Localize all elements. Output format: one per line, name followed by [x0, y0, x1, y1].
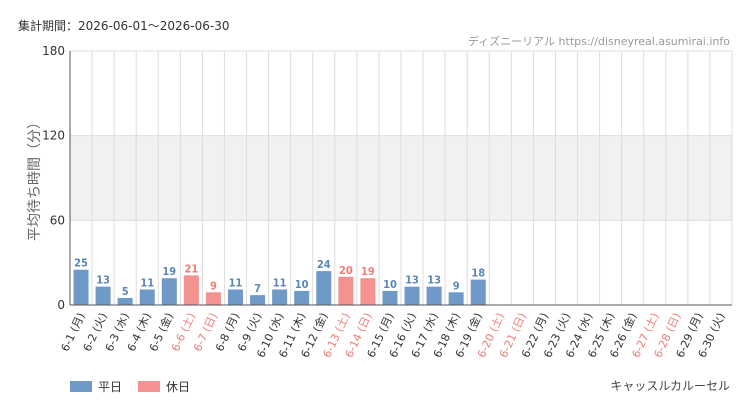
bar-6-15: [382, 290, 398, 305]
period-label: 集計期間：2026-06-01～2026-06-30: [18, 19, 230, 33]
bar-6-11: [294, 290, 310, 305]
y-tick-label: 180: [42, 44, 65, 58]
value-label: 21: [184, 262, 198, 275]
value-label: 10: [295, 278, 309, 291]
bar-6-1: [73, 269, 89, 305]
bar-6-19: [470, 279, 486, 305]
value-label: 13: [96, 274, 110, 287]
value-label: 9: [210, 279, 217, 292]
source-label: ディズニーリアル https://disneyreal.asumirai.inf…: [467, 35, 730, 48]
bar-6-12: [316, 271, 332, 305]
value-label: 13: [427, 274, 441, 287]
value-label: 19: [162, 265, 176, 278]
legend-label-weekday: 平日: [98, 380, 123, 394]
bar-6-9: [250, 295, 266, 305]
value-label: 11: [273, 276, 287, 289]
value-label: 10: [383, 278, 397, 291]
y-axis-label: 平均待ち時間（分）: [27, 115, 43, 241]
bar-6-14: [360, 278, 376, 305]
bar-6-7: [205, 292, 221, 305]
bar-6-3: [117, 297, 133, 305]
bar-6-4: [139, 289, 155, 305]
value-label: 25: [74, 257, 88, 270]
bar-6-13: [338, 276, 354, 305]
bar-6-6: [183, 275, 199, 305]
value-label: 24: [317, 258, 331, 271]
y-tick-label: 60: [50, 213, 65, 227]
value-label: 9: [453, 279, 460, 292]
bar-6-2: [95, 286, 111, 305]
value-label: 20: [339, 264, 353, 277]
value-label: 7: [254, 282, 261, 295]
legend-item-holiday: 休日: [138, 378, 190, 395]
value-label: 11: [229, 276, 243, 289]
y-tick-label: 120: [42, 129, 65, 143]
attraction-name: キャッスルカルーセル: [610, 379, 730, 393]
legend-label-holiday: 休日: [166, 380, 191, 394]
legend-swatch-weekday: [70, 381, 92, 392]
bar-6-10: [272, 289, 288, 305]
value-label: 11: [140, 276, 154, 289]
bar-6-16: [404, 286, 420, 305]
bar-6-17: [426, 286, 442, 305]
bar-6-8: [227, 289, 244, 305]
value-label: 5: [122, 285, 129, 298]
legend-item-weekday: 平日: [70, 378, 122, 395]
bar-6-18: [448, 292, 464, 305]
value-label: 13: [405, 274, 419, 287]
bar-6-5: [161, 278, 177, 305]
y-tick-label: 0: [57, 298, 65, 312]
value-label: 18: [471, 267, 485, 280]
value-label: 19: [361, 265, 375, 278]
legend: 平日 休日: [70, 378, 190, 395]
legend-swatch-holiday: [138, 381, 161, 392]
